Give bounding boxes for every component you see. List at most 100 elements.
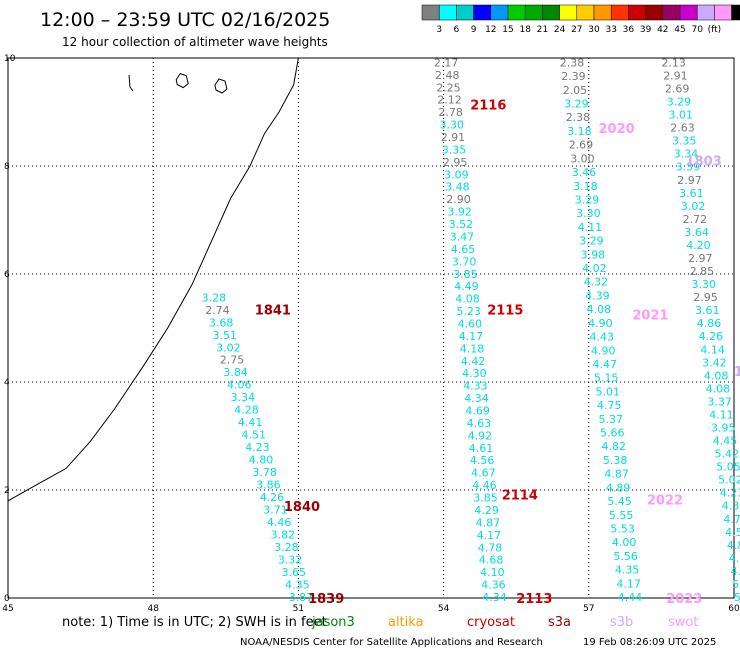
colorbar-label: 12 [485,25,496,35]
wave-height-value: 4.5 [725,526,740,539]
colorbar-label: 39 [640,25,652,35]
wave-height-value: 4.18 [460,342,485,355]
wave-height-value: 3.65 [282,566,307,579]
wave-height-value: 2.13 [661,56,686,69]
wave-height-value: 4.02 [582,262,607,275]
wave-height-value: 5.42 [715,448,740,461]
wave-height-value: 3.32 [278,554,303,567]
wave-height-value: 3.51 [213,329,238,342]
colorbar-label: 18 [519,25,531,35]
wave-height-value: 3.39 [676,161,701,174]
wave-height-value: 4.87 [604,468,629,481]
wave-height-value: 3.02 [216,341,241,354]
track-label: 2114 [502,488,538,503]
colorbar-swatch [610,4,629,21]
wave-height-value: 3.09 [444,168,469,181]
y-tick-label: 2 [4,486,10,496]
wave-height-value: 3.87 [289,591,314,604]
wave-height-value: 4.46 [267,516,292,529]
colorbar-swatch [490,4,509,21]
wave-height-value: 3.98 [581,248,606,261]
colorbar-label: 36 [623,25,635,35]
wave-height-value: 5.23 [456,305,481,318]
colorbar-swatch [524,4,543,21]
wave-height-value: 4.60 [458,318,483,331]
wave-height-value: 4.51 [242,429,267,442]
x-tick-label: 51 [293,604,304,614]
wave-height-value: 3.18 [573,180,598,193]
wave-height-value: 4.33 [463,380,488,393]
colorbar-label: 30 [588,25,600,35]
wave-height-value: 3.29 [667,96,692,109]
track-label: 2113 [516,592,552,607]
wave-height-value: 4.06 [227,379,252,392]
wave-height-value: 4.30 [722,500,740,513]
wave-height-value: 4.10 [480,566,505,579]
wave-height-value: 4.67 [471,467,496,480]
wave-height-value: 5.37 [599,413,624,426]
colorbar-swatch [662,4,681,21]
x-tick-label: 57 [583,604,594,614]
wave-height-value: 2.75 [220,354,245,367]
colorbar-swatch [559,4,578,21]
wave-height-value: 4.45 [713,435,738,448]
wave-height-value: 5 [732,578,739,591]
colorbar-label: 21 [537,25,548,35]
wave-height-value: 3.78 [252,466,277,479]
x-tick-labels: 45 48 51 54 57 60 [2,604,740,614]
x-tick-label: 60 [728,604,740,614]
colorbar-swatch [576,4,595,21]
track-label: 2115 [487,304,523,319]
colorbar-swatch [593,4,612,21]
wave-height-value: 3.29 [575,194,600,207]
colorbar-label: 45 [674,25,685,35]
wave-height-value: 2.38 [560,56,585,69]
colorbar-label: 70 [691,25,703,35]
wave-height-value: 4.42 [461,355,486,368]
colorbar-swatch [714,4,732,21]
wave-height-value: 5.45 [607,495,632,508]
wave-height-value: 4.63 [467,417,492,430]
wave-height-value: 3.52 [449,218,474,231]
track-labels: 2116 2115 2114 2113 1841 1840 1839 2020 2021 2022… [255,98,740,607]
wave-height-value: 2.95 [443,156,468,169]
wave-height-value: 3.61 [695,304,720,317]
colorbar-swatch [628,4,646,21]
wave-height-value: 3.70 [452,255,477,268]
colorbar-swatch [645,4,664,21]
colorbar-label: 6 [454,25,460,35]
wave-height-value: 4.26 [699,330,724,343]
coastline [7,57,299,502]
wave-height-value: 3.68 [209,316,234,329]
wave-height-value: 5.66 [600,427,625,440]
legend-satellite-s3a: s3a [548,615,571,630]
wave-height-value: 3.42 [702,356,727,369]
wave-height-value: 3.34 [231,391,256,404]
track-label: 1839 [308,592,344,607]
legend-note: note: 1) Time is in UTC; 2) SWH is in fe… [62,615,327,630]
colorbar-label: 24 [554,25,566,35]
wave-height-value: 2.91 [663,69,688,82]
wave-height-value: 4.23 [720,487,740,500]
track-label: 2116 [470,98,506,113]
colorbar-label: 42 [657,25,668,35]
wave-height-value: 4.68 [479,554,504,567]
y-tick-label: 8 [4,162,10,172]
colorbar: 3 6 9 12 15 18 21 24 27 30 33 36 39 42 45 70 (ft) [421,4,740,35]
wave-height-value: 3.92 [447,206,472,219]
colorbar-label: 3 [436,25,442,35]
legend-satellite-altika: altika [388,615,424,630]
wave-height-value: 2.97 [688,252,713,265]
wave-height-value: 3.46 [572,166,597,179]
wave-height-value: 4.11 [578,221,603,234]
track-label: 2021 [632,309,668,324]
wave-height-value: 3.28 [202,291,227,304]
track-label: 18 [734,365,740,380]
wave-height-value: 2.95 [693,291,718,304]
colorbar-label: 15 [502,25,513,35]
wave-height-value: 2.72 [683,213,708,226]
gridlines [8,58,734,598]
legend-satellite-jason3: jason3 [311,615,355,630]
wave-height-value: 3.35 [442,143,467,156]
